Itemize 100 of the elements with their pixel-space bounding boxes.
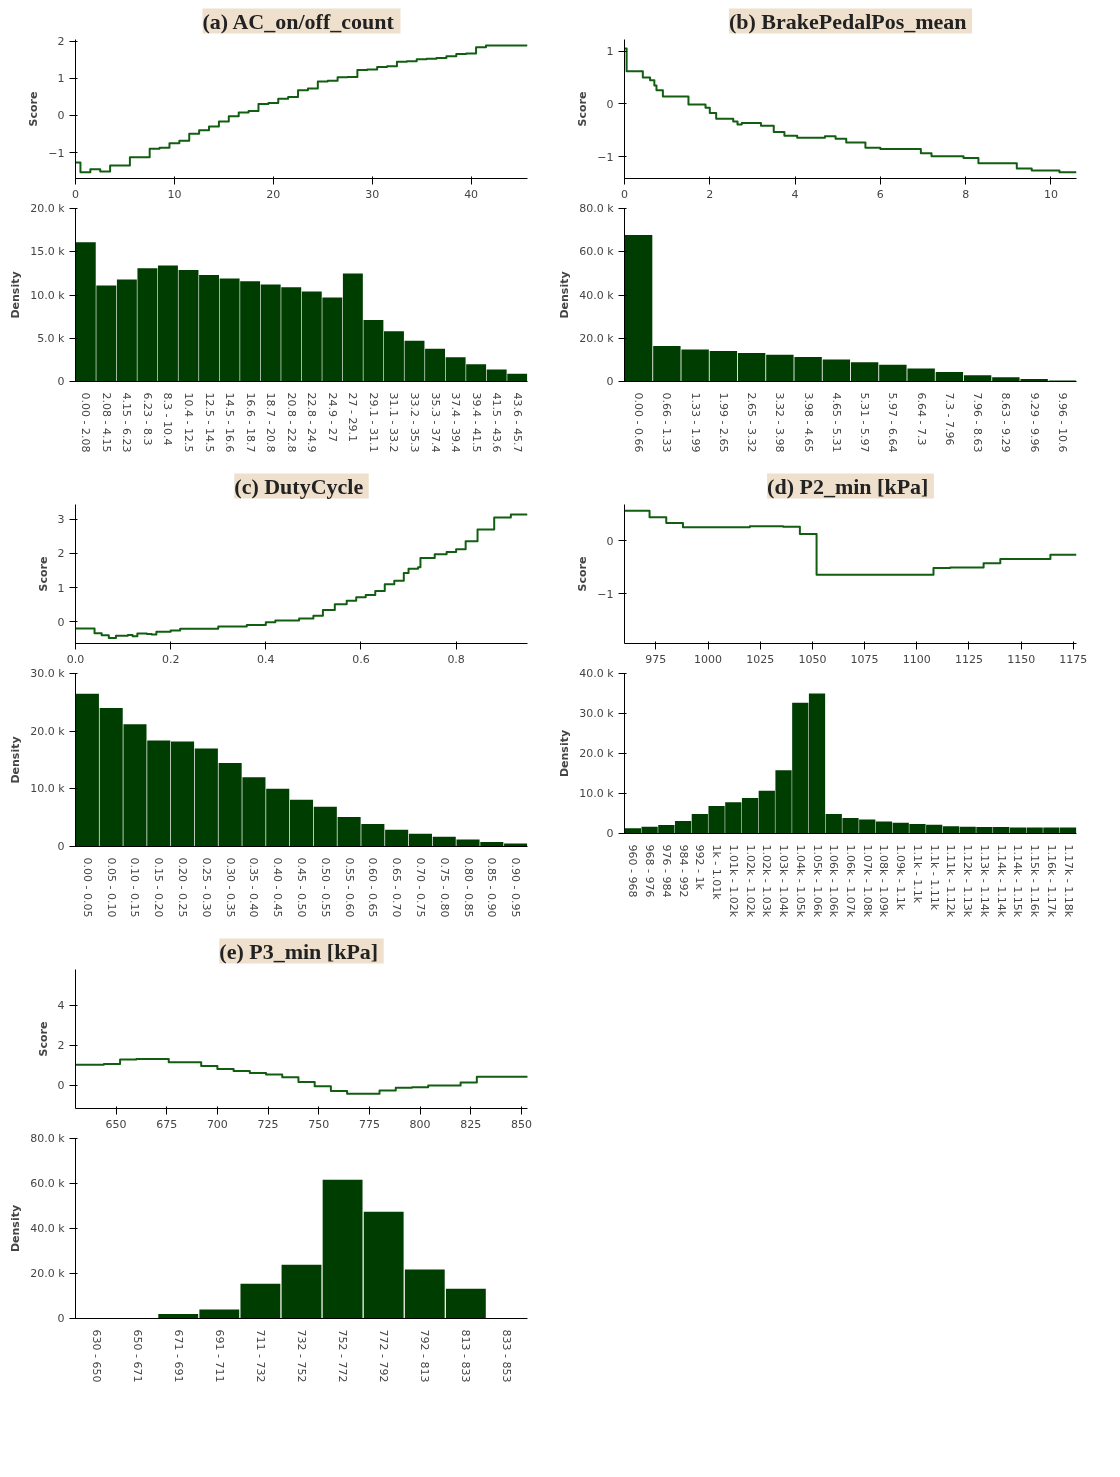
y-tick-label: 40.0 k: [579, 288, 615, 302]
y-tick-label: 1: [57, 581, 65, 595]
x-tick-label: 0.25 - 0.30: [199, 857, 213, 918]
x-tick-label: 992 - 1k: [693, 844, 707, 891]
x-tick-label: 1.14k - 1.14k: [994, 844, 1008, 918]
x-tick-label: 18.7 - 20.8: [264, 392, 278, 453]
x-tick-label: 10: [1043, 187, 1058, 201]
x-tick-label: 7.3 - 7.96: [942, 392, 956, 446]
x-tick-label: 0.6: [352, 652, 370, 666]
x-tick-label: 850: [510, 1117, 532, 1131]
x-tick-label: 4.65 - 5.31: [829, 392, 843, 453]
x-tick-label: 976 - 984: [659, 844, 673, 898]
x-tick-label: 1.08k - 1.09k: [877, 844, 891, 918]
chart-title: (e) P3_min [kPa]: [219, 938, 379, 964]
x-tick-label: 0.66 - 1.33: [660, 392, 674, 453]
y-tick-label: 0: [57, 1312, 65, 1325]
y-tick-label: 2: [57, 547, 65, 561]
x-tick-label: 1k - 1.01k: [710, 844, 724, 901]
x-tick-label: 0.00 - 0.66: [632, 392, 646, 453]
x-tick-label: 0.60 - 0.65: [366, 857, 380, 918]
x-tick-label: 1.06k - 1.06k: [827, 844, 841, 918]
x-tick-label: 650 - 671: [130, 1329, 144, 1383]
x-tick-label: 752 - 772: [336, 1329, 350, 1383]
y-tick-label: 0: [57, 109, 65, 123]
y-tick-label: −1: [597, 587, 614, 601]
x-tick-label: 0.15 - 0.20: [152, 857, 166, 918]
y-tick-label: 20.0 k: [30, 202, 66, 215]
y-axis-title: Score: [36, 556, 50, 592]
x-tick-label: 8: [962, 187, 970, 201]
x-tick-label: 7.96 - 8.63: [971, 392, 985, 453]
x-tick-label: 1.06k - 1.07k: [844, 844, 857, 918]
x-tick-label: 772 - 792: [377, 1329, 391, 1383]
y-tick-label: 3: [57, 513, 65, 527]
x-tick-label: 732 - 752: [295, 1329, 308, 1383]
x-tick-label: 16.6 - 18.7: [243, 392, 257, 453]
y-tick-label: 10.0 k: [30, 288, 66, 302]
x-tick-label: 1.12k - 1.13k: [961, 844, 975, 918]
x-tick-label: 1150: [1007, 652, 1036, 666]
x-tick-label: 1125: [954, 652, 983, 666]
x-tick-label: 3.32 - 3.98: [773, 392, 787, 453]
x-tick-label: 8.3 - 10.4: [161, 392, 175, 446]
x-tick-label: 39.4 - 41.5: [469, 392, 483, 453]
x-tick-label: 775: [358, 1117, 380, 1131]
y-tick-label: 20.0 k: [30, 724, 66, 738]
y-tick-label: 5.0 k: [37, 331, 66, 345]
x-tick-label: 20.8 - 22.8: [284, 392, 298, 453]
x-tick-label: 1.02k - 1.02k: [743, 844, 757, 918]
x-tick-label: 4.15 - 6.23: [120, 392, 134, 453]
x-tick-label: 2.08 - 4.15: [99, 392, 113, 453]
x-tick-label: 0.70 - 0.75: [413, 857, 427, 918]
x-tick-label: 800: [409, 1117, 431, 1131]
x-tick-label: 1175: [1059, 652, 1088, 666]
x-tick-label: 0.00 - 0.05: [80, 857, 94, 918]
x-tick-label: 31.1 - 33.2: [387, 392, 401, 453]
x-tick-label: 33.2 - 35.3: [408, 392, 421, 453]
x-tick-label: 1.1k - 1.11k: [927, 844, 941, 911]
x-tick-label: 1.09k - 1.1k: [894, 844, 908, 911]
y-tick-label: 80.0 k: [579, 202, 615, 215]
y-tick-label: 0: [57, 615, 65, 629]
x-tick-label: 1100: [902, 652, 931, 666]
x-tick-label: 1.33 - 1.99: [688, 392, 702, 453]
x-tick-label: 37.4 - 39.4: [449, 392, 463, 453]
x-tick-label: 984 - 992: [676, 844, 690, 898]
x-tick-label: 1050: [798, 652, 827, 666]
y-axis-title: Score: [576, 91, 590, 127]
x-tick-label: 27 - 29.1: [346, 392, 360, 442]
x-tick-label: 30: [365, 187, 380, 201]
x-tick-label: 40: [464, 187, 479, 201]
x-tick-label: 6.23 - 8.3: [140, 392, 154, 446]
x-tick-label: 0.8: [447, 652, 465, 666]
x-tick-label: 41.5 - 43.6: [490, 392, 504, 453]
y-tick-label: 4: [57, 999, 65, 1013]
y-tick-label: −1: [597, 150, 614, 164]
y-tick-label: 80.0 k: [30, 1132, 66, 1145]
x-tick-label: 0: [621, 187, 628, 201]
y-tick-label: 30.0 k: [30, 667, 66, 680]
y-tick-label: 15.0 k: [30, 245, 66, 259]
x-tick-label: 792 - 813: [418, 1329, 432, 1383]
y-tick-label: −1: [48, 146, 65, 160]
y-tick-label: 20.0 k: [579, 331, 615, 345]
y-tick-label: 2: [57, 1039, 65, 1053]
y-tick-label: 40.0 k: [30, 1222, 66, 1235]
y-tick-label: 60.0 k: [30, 1177, 66, 1190]
x-tick-label: 0.4: [257, 652, 275, 666]
x-tick-label: 675: [156, 1117, 178, 1131]
y-tick-label: 30.0 k: [579, 707, 615, 720]
x-tick-label: 1.15k - 1.16k: [1028, 844, 1042, 918]
y-tick-label: 20.0 k: [579, 747, 615, 760]
y-tick-label: 10.0 k: [579, 787, 615, 800]
y-tick-label: 1: [606, 45, 614, 59]
y-tick-label: 40.0 k: [579, 667, 615, 680]
y-axis-title: Score: [27, 91, 41, 127]
y-tick-label: 0: [606, 534, 614, 548]
x-tick-label: 700: [206, 1117, 228, 1131]
x-tick-label: 833 - 853: [500, 1329, 514, 1383]
x-tick-label: 1.11k - 1.12k: [944, 844, 958, 918]
x-tick-label: 1.04k - 1.05k: [793, 844, 807, 918]
x-tick-label: 4: [791, 187, 799, 201]
x-tick-label: 1.07k - 1.08k: [860, 844, 874, 918]
x-tick-label: 750: [308, 1117, 330, 1131]
